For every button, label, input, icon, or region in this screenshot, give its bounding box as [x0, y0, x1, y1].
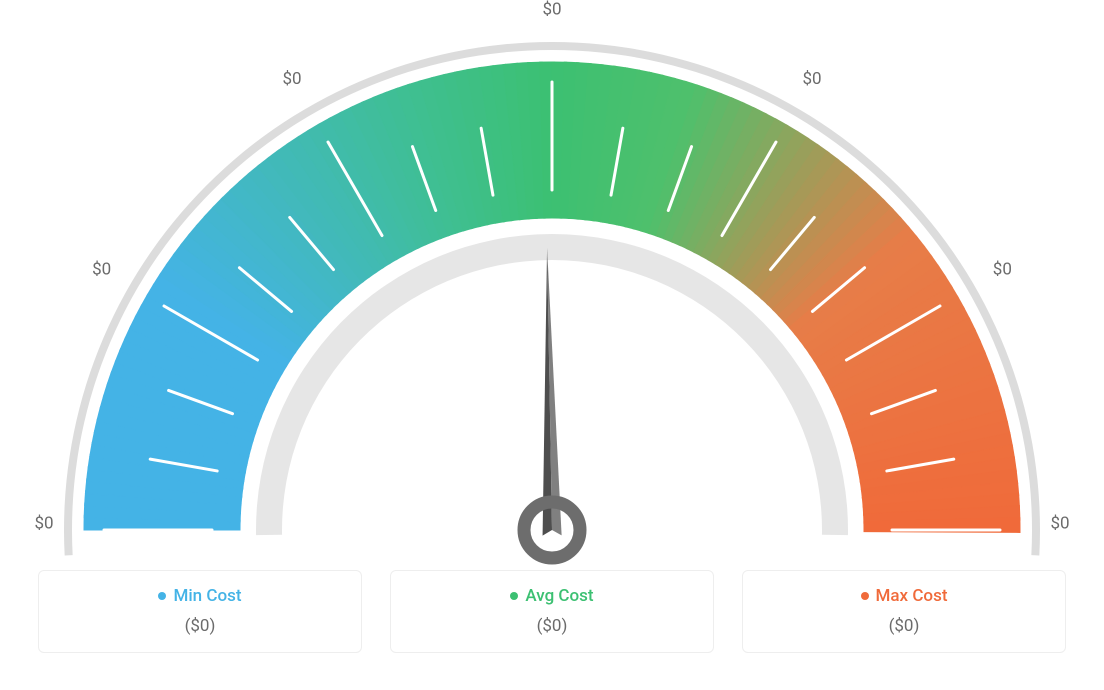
gauge-tick-label: $0	[802, 69, 821, 89]
legend-label: Avg Cost	[525, 586, 593, 606]
legend-card-max-cost: Max Cost ($0)	[742, 570, 1066, 653]
gauge-needle	[524, 248, 580, 558]
gauge-svg: $0 $0 $0 $0 $0 $0 $0	[0, 0, 1104, 570]
legend-value: ($0)	[743, 616, 1065, 636]
legend-card-avg-cost: Avg Cost ($0)	[390, 570, 714, 653]
legend-label: Min Cost	[173, 586, 241, 606]
gauge-tick-label: $0	[542, 0, 561, 19]
legend-dot-icon	[861, 592, 869, 600]
gauge-tick-label: $0	[92, 259, 111, 279]
legend-title: Max Cost	[861, 586, 948, 606]
legend-title: Avg Cost	[510, 586, 593, 606]
gauge-chart: $0 $0 $0 $0 $0 $0 $0	[0, 0, 1104, 570]
legend-card-min-cost: Min Cost ($0)	[38, 570, 362, 653]
gauge-tick-label: $0	[993, 259, 1012, 279]
gauge-tick-label: $0	[34, 513, 53, 533]
legend-row: Min Cost ($0) Avg Cost ($0) Max Cost ($0)	[0, 570, 1104, 653]
gauge-tick-label: $0	[1050, 513, 1069, 533]
legend-value: ($0)	[391, 616, 713, 636]
gauge-tick-label: $0	[282, 69, 301, 89]
legend-value: ($0)	[39, 616, 361, 636]
legend-dot-icon	[158, 592, 166, 600]
legend-label: Max Cost	[876, 586, 948, 606]
legend-dot-icon	[510, 592, 518, 600]
legend-title: Min Cost	[158, 586, 241, 606]
